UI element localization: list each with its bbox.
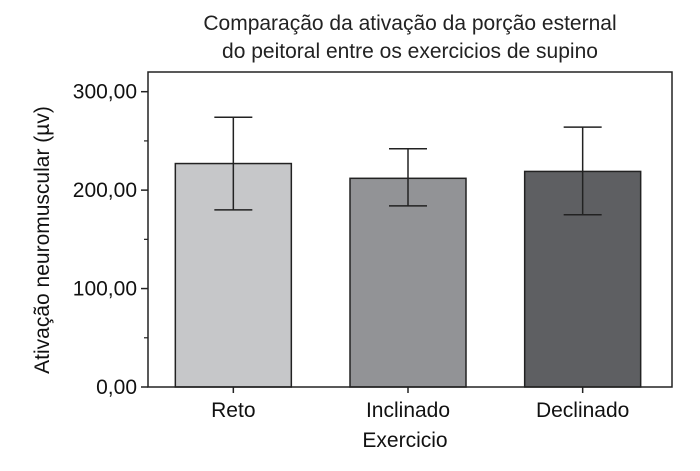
x-tick-label-inclinado: Inclinado	[366, 399, 450, 422]
chart-title-line-1: Comparação da ativação da porção esterna…	[203, 12, 616, 35]
chart-title-line-2: do peitoral entre os exercicios de supin…	[222, 40, 598, 63]
y-tick-label: 0,00	[96, 376, 137, 399]
error-bar-declinado	[563, 126, 602, 216]
y-tick-label: 200,00	[73, 179, 137, 202]
error-bars-group	[214, 116, 602, 216]
x-axis-label: Exercicio	[362, 429, 447, 452]
plot-frame	[147, 71, 673, 388]
error-bar-reto	[214, 116, 253, 211]
x-tick-label-reto: Reto	[211, 399, 255, 422]
y-axis: 0,00 100,00 200,00 300,00	[73, 81, 148, 399]
error-bar-inclinado	[389, 148, 427, 207]
x-tick-label-declinado: Declinado	[536, 399, 629, 422]
y-axis-label: Ativação neuromuscular (µv)	[31, 106, 54, 374]
y-tick-label: 300,00	[73, 81, 137, 104]
x-axis: Reto Inclinado Declinado	[211, 387, 629, 422]
y-tick-label: 100,00	[73, 278, 137, 301]
bar-inclinado	[349, 177, 467, 388]
